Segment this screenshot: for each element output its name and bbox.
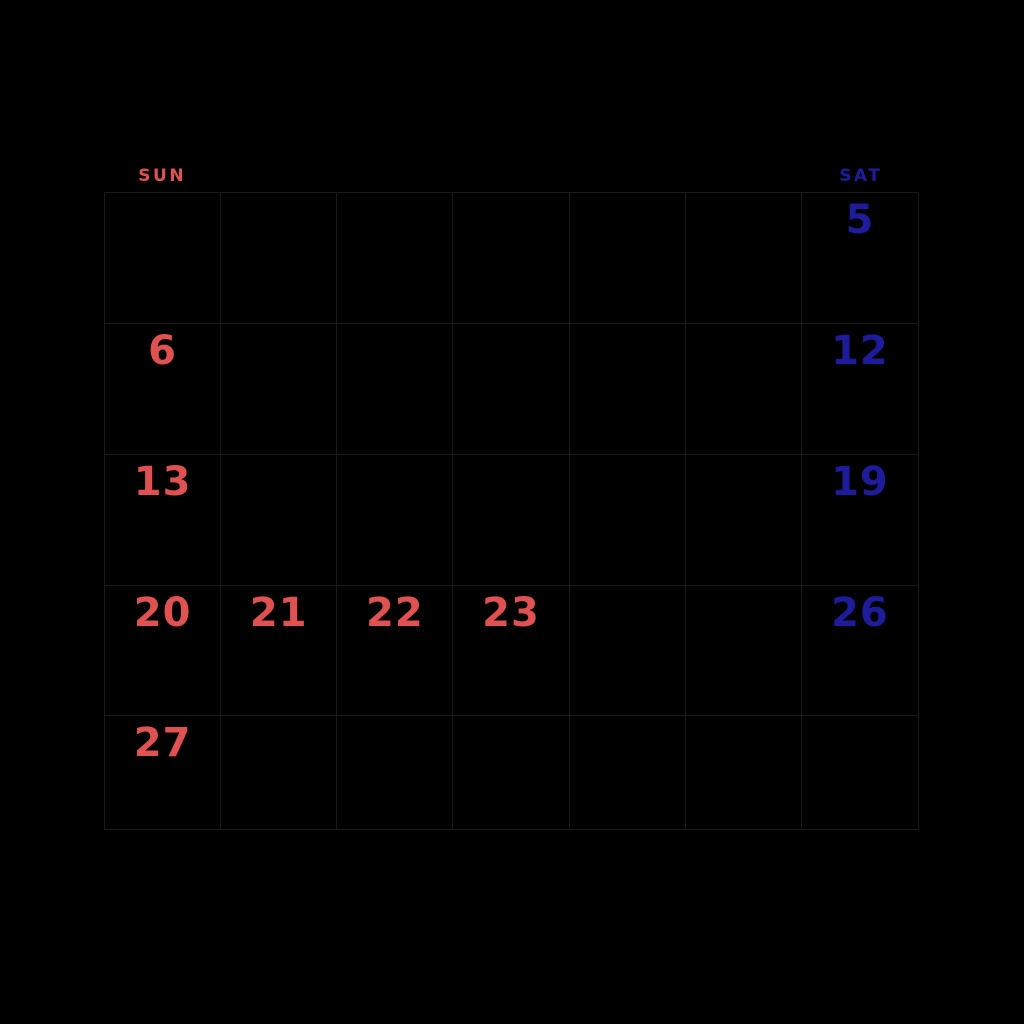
day-cell xyxy=(453,324,570,455)
date-number: 26 xyxy=(831,590,889,636)
day-cell xyxy=(221,193,338,324)
calendar-grid: 5 6 12 13 19 xyxy=(104,192,919,830)
day-cell-sat-19: 19 xyxy=(801,455,918,586)
date-number: 13 xyxy=(133,459,192,505)
day-cell xyxy=(337,455,454,586)
day-cell-sat-5: 5 xyxy=(801,193,918,324)
day-cell xyxy=(802,716,918,829)
day-cell xyxy=(221,716,338,829)
day-cell-sun-13: 13 xyxy=(105,455,222,586)
day-cell xyxy=(453,193,570,324)
day-cell xyxy=(685,324,802,455)
date-number: 12 xyxy=(831,328,889,374)
month-calendar: SUN SAT 5 6 12 xyxy=(104,166,919,830)
day-cell xyxy=(685,193,802,324)
day-cell xyxy=(221,455,338,586)
day-cell xyxy=(685,455,802,586)
day-cell-tue-22: 22 xyxy=(337,586,454,716)
day-cell xyxy=(337,324,454,455)
day-cell-wed-23: 23 xyxy=(453,586,570,716)
date-number: 23 xyxy=(482,590,540,636)
day-cell xyxy=(337,716,454,829)
day-cell xyxy=(105,193,222,324)
day-cell xyxy=(569,586,686,716)
date-number: 19 xyxy=(831,459,889,505)
date-number: 6 xyxy=(148,328,177,374)
day-cell xyxy=(570,716,686,829)
day-cell-mon-21: 21 xyxy=(221,586,338,716)
day-cell-sat-12: 12 xyxy=(801,324,918,455)
date-number: 20 xyxy=(133,590,192,636)
day-cell xyxy=(221,324,338,455)
day-cell xyxy=(569,455,686,586)
weekday-header-sat: SAT xyxy=(839,166,883,186)
day-cell xyxy=(686,716,802,829)
date-number: 21 xyxy=(249,590,308,636)
day-cell-sun-6: 6 xyxy=(105,324,222,455)
date-number: 22 xyxy=(366,590,424,636)
day-cell xyxy=(685,586,802,716)
day-cell xyxy=(453,455,570,586)
day-cell-sun-27: 27 xyxy=(105,716,222,829)
day-cell xyxy=(569,324,686,455)
weekday-header-sun: SUN xyxy=(138,166,187,186)
date-number: 27 xyxy=(133,720,192,766)
day-cell xyxy=(569,193,686,324)
date-number: 5 xyxy=(845,197,875,243)
day-cell-sat-26: 26 xyxy=(801,586,918,716)
day-cell xyxy=(337,193,454,324)
day-cell xyxy=(453,716,570,829)
day-cell-sun-20: 20 xyxy=(105,586,222,716)
